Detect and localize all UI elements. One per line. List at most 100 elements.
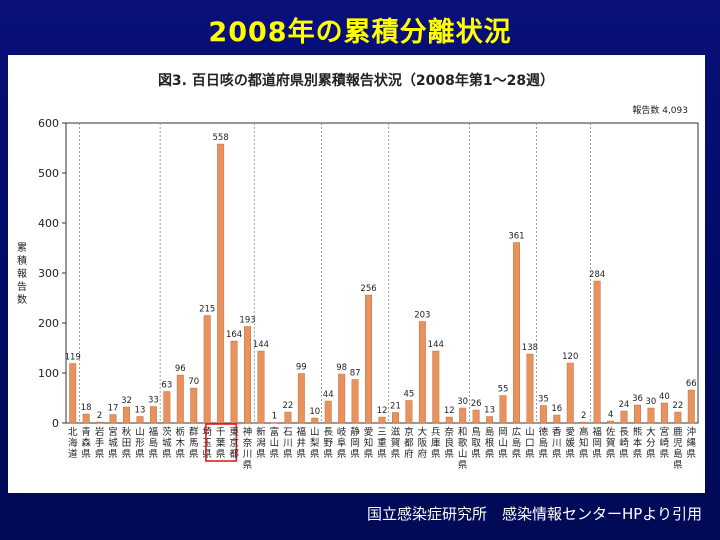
category-label-char: 森: [81, 437, 91, 449]
category-label-char: 香: [552, 427, 562, 438]
category-label-char: 川: [283, 438, 293, 449]
category-label-char: 兵: [431, 426, 441, 438]
bar: [405, 400, 413, 424]
category-label-char: 新: [256, 426, 266, 438]
category-label-char: 本: [633, 437, 643, 449]
chart-panel: 図3. 百日咳の都道府県別累積報告状況（2008年第1〜28週） 報告数 4,0…: [8, 55, 705, 493]
category-label-char: 県: [297, 449, 307, 460]
category-label-char: 県: [592, 449, 602, 460]
category-label-char: 都: [404, 438, 414, 449]
category-label-char: 山: [525, 427, 535, 438]
bar-value-label: 120: [562, 352, 578, 362]
bar: [284, 411, 292, 424]
bar-value-label: 13: [484, 406, 495, 416]
bar-value-label: 98: [336, 363, 347, 373]
category-label-char: 阪: [418, 438, 428, 449]
category-label-char: 県: [512, 449, 522, 460]
bar-value-label: 144: [428, 340, 444, 350]
category-label-char: 取: [471, 438, 481, 449]
category-label-char: 玉: [202, 438, 212, 449]
bar-value-label: 193: [239, 316, 255, 326]
category-label-char: 城: [108, 438, 118, 449]
category-label-char: 県: [444, 449, 454, 460]
bar-value-label: 4: [608, 410, 613, 420]
category-label-char: 県: [337, 449, 347, 460]
bar-value-label: 63: [161, 381, 172, 391]
category-label-char: 山: [310, 427, 320, 438]
category-label-char: 県: [377, 449, 387, 460]
y-axis-label-char: 積: [17, 254, 27, 267]
category-label-char: 県: [283, 449, 293, 460]
bar-value-label: 10: [309, 407, 320, 417]
category-label-char: 県: [673, 460, 683, 471]
bar: [297, 373, 305, 424]
y-tick-label: 100: [38, 367, 59, 380]
bar-value-label: 12: [444, 406, 455, 416]
bar: [270, 422, 278, 424]
category-label-char: 県: [498, 449, 508, 460]
category-label-char: 田: [122, 438, 132, 449]
category-label-char: 東: [229, 426, 239, 438]
bar: [257, 350, 265, 424]
bar-value-label: 24: [619, 400, 630, 410]
category-label-char: 茨: [162, 426, 172, 438]
category-label-char: 岡: [592, 438, 602, 449]
bar-value-label: 16: [551, 404, 562, 414]
highlight-box: [205, 423, 238, 462]
category-label-char: 宮: [660, 426, 670, 438]
category-label-char: 県: [189, 449, 199, 460]
bar: [69, 363, 77, 424]
bar: [365, 294, 373, 424]
category-label-char: 海: [68, 437, 78, 449]
category-label-char: 島: [149, 437, 159, 449]
category-label-char: 県: [391, 449, 401, 460]
category-label-char: 奈: [444, 426, 454, 438]
category-label-char: 府: [418, 448, 428, 460]
category-label-char: 県: [619, 449, 629, 460]
category-label-char: 岐: [337, 426, 347, 438]
category-label-char: 埼: [202, 426, 212, 438]
bar: [176, 374, 184, 424]
category-label-char: 静: [350, 426, 360, 438]
bar-value-label: 144: [253, 340, 269, 350]
category-label-char: 賀: [391, 437, 401, 449]
bar-value-label: 13: [135, 406, 146, 416]
bar: [378, 416, 386, 424]
category-label-char: 県: [458, 460, 468, 471]
category-label-char: 川: [243, 449, 253, 460]
category-label-char: 城: [162, 438, 172, 449]
bar: [244, 326, 251, 424]
category-label-char: 媛: [565, 437, 575, 449]
category-label-char: 県: [270, 449, 280, 460]
category-label-char: 川: [552, 438, 562, 449]
category-label-char: 県: [646, 449, 656, 460]
bar-value-label: 22: [672, 401, 683, 411]
chart-title: 図3. 百日咳の都道府県別累積報告状況（2008年第1〜28週）: [158, 72, 554, 89]
category-label-char: 県: [579, 449, 589, 460]
category-label-char: 歌: [458, 437, 468, 449]
bar-value-label: 45: [403, 390, 414, 400]
category-label-char: 福: [592, 426, 602, 438]
bar: [418, 321, 426, 424]
bar-value-label: 40: [659, 392, 670, 402]
category-label-char: 県: [633, 449, 643, 460]
bar: [109, 414, 117, 424]
category-label-char: 県: [176, 449, 186, 460]
category-label-char: 知: [579, 437, 589, 449]
category-label-char: 県: [310, 449, 320, 460]
category-label-char: 山: [135, 427, 145, 438]
bar-value-label: 1: [272, 412, 277, 422]
bar-value-label: 96: [175, 364, 186, 374]
category-label-char: 根: [485, 437, 495, 449]
category-label-char: 良: [444, 437, 454, 449]
bar-value-label: 164: [226, 330, 242, 340]
bar: [580, 421, 588, 424]
category-label-char: 知: [364, 437, 374, 449]
bar-value-label: 33: [148, 396, 159, 406]
category-label-char: 沖: [687, 426, 697, 438]
bar: [391, 412, 399, 424]
category-label-char: 山: [270, 438, 280, 449]
bar-value-label: 36: [632, 394, 643, 404]
bar: [539, 405, 547, 424]
category-label-char: 崎: [619, 437, 629, 449]
